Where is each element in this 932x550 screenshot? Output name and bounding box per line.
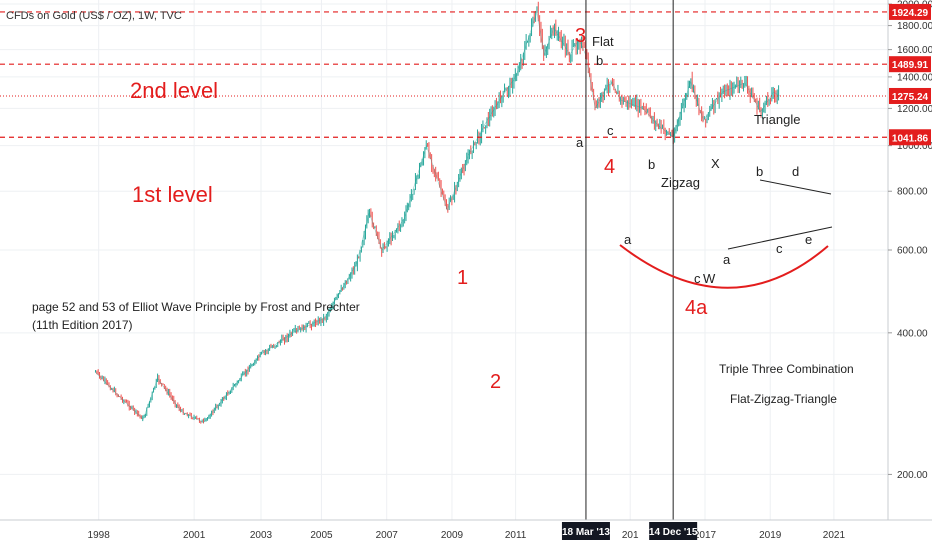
- vertical-markers: [585, 0, 674, 520]
- cup-arc: [619, 244, 829, 289]
- x-tick-label-3: 2005: [310, 530, 333, 541]
- horizontal-levels: [0, 11, 888, 138]
- y-tick-label-7: 1600.00: [897, 45, 932, 56]
- x-tick-label-10: 2021: [823, 530, 846, 541]
- combination-title: Triple Three Combination: [719, 362, 854, 376]
- price-series: [94, 1, 780, 424]
- wave-4a-label: 4a: [685, 297, 708, 319]
- x-tick-label-5: 2009: [441, 530, 464, 541]
- book-reference-line-1: page 52 and 53 of Elliot Wave Principle …: [32, 300, 360, 314]
- triangle-upper-line: [759, 179, 832, 195]
- zigzag-b-label: b: [648, 157, 655, 172]
- triangle-b-label: b: [756, 164, 763, 179]
- flat-label: Flat: [592, 34, 614, 49]
- flat-c-label: c: [607, 123, 614, 138]
- date-tag-0: [561, 522, 610, 540]
- price-axis[interactable]: 200.00 400.00 600.00 800.00 1000.00 1200.00 14…: [888, 0, 932, 481]
- level-tag-3: [889, 129, 931, 146]
- triangle-a-label: a: [723, 252, 731, 267]
- level-tag-text-2: 1275.24: [892, 92, 929, 103]
- y-tick-label-2: 600.00: [897, 245, 928, 256]
- price-path: [95, 12, 780, 423]
- zigzag-c-label: c: [694, 271, 701, 286]
- x-tick-label-6: 2011: [505, 530, 527, 541]
- level-tag-0: [889, 3, 931, 20]
- wave-2-label: 2: [490, 371, 501, 393]
- y-tick-label-8: 1800.00: [897, 21, 932, 32]
- combination-subtitle: Flat-Zigzag-Triangle: [730, 392, 837, 406]
- x-tick-label-1: 2001: [183, 530, 206, 541]
- triangle-label: Triangle: [754, 112, 800, 127]
- wave-1-label: 1: [457, 267, 468, 289]
- triangle-lower-line: [727, 226, 833, 250]
- triangle-e-label: e: [805, 232, 812, 247]
- wave-4-label: 4: [604, 156, 615, 178]
- zigzag-a-label: a: [624, 232, 632, 247]
- y-tick-label-5: 1200.00: [897, 104, 932, 115]
- y-tick-label-3: 800.00: [897, 187, 928, 198]
- x-tick-label-4: 2007: [376, 530, 399, 541]
- x-tick-label-8: 2017: [694, 530, 717, 541]
- triangle-d-label: d: [792, 164, 799, 179]
- price-level-tags: 1924.29 1489.91 1275.24 1041.86: [889, 3, 931, 146]
- grid-lines: [0, 0, 888, 520]
- y-tick-label-0: 200.00: [897, 470, 928, 481]
- level-tag-text-1: 1489.91: [892, 60, 929, 71]
- level-tag-text-0: 1924.29: [892, 8, 929, 19]
- wave-3-label: 3: [575, 25, 586, 47]
- y-tick-label-1: 400.00: [897, 328, 928, 339]
- x-tick-label-9: 2019: [759, 530, 782, 541]
- zigzag-label: Zigzag: [661, 175, 700, 190]
- wave-w-label: W: [703, 271, 716, 286]
- level-tag-1: [889, 56, 931, 73]
- date-tag-text-1: 14 Dec '15: [649, 527, 698, 538]
- y-tick-label-4: 1000.00: [897, 141, 932, 152]
- time-axis[interactable]: 1998 2001 2003 2005 2007 2009 2011 201 2017 2019 2…: [88, 530, 846, 541]
- x-tick-label-0: 1998: [88, 530, 111, 541]
- second-level-label: 2nd level: [130, 78, 218, 103]
- flat-b-label: b: [596, 53, 603, 68]
- book-reference-line-2: (11th Edition 2017): [32, 318, 133, 332]
- date-tag-text-0: 18 Mar '13: [562, 527, 610, 538]
- first-level-label: 1st level: [132, 182, 213, 207]
- flat-a-label: a: [576, 135, 584, 150]
- date-tags: 18 Mar '13 14 Dec '15: [561, 522, 698, 540]
- triangle-c-label: c: [776, 241, 783, 256]
- level-tag-text-3: 1041.86: [892, 133, 929, 144]
- y-tick-label-6: 1400.00: [897, 72, 932, 83]
- x-tick-label-7: 201: [622, 530, 639, 541]
- date-tag-1: [649, 522, 698, 540]
- level-tag-2: [889, 87, 931, 104]
- symbol-title[interactable]: CFDs on Gold (US$ / OZ), 1W, TVC: [6, 10, 182, 22]
- wave-x-label: X: [711, 156, 720, 171]
- x-tick-label-2: 2003: [250, 530, 273, 541]
